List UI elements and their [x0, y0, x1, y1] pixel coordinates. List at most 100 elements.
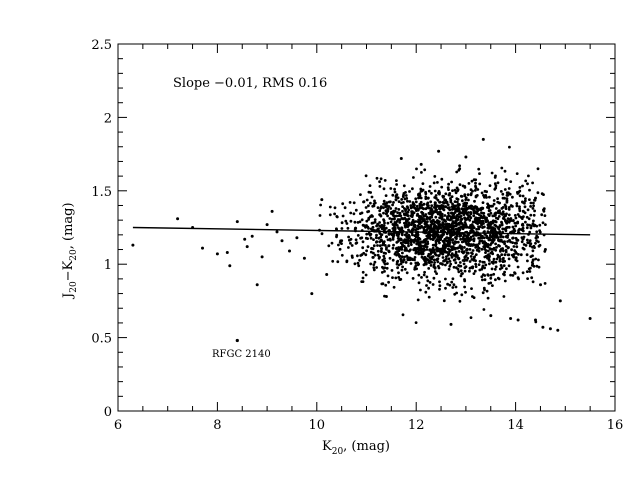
data-point — [419, 288, 422, 292]
data-point — [404, 246, 408, 250]
data-point — [524, 179, 528, 183]
data-point — [427, 267, 431, 270]
data-point — [418, 206, 421, 210]
data-point — [375, 176, 379, 180]
data-point — [431, 237, 435, 241]
data-point — [458, 299, 462, 303]
axis-ticks — [117, 43, 616, 412]
x-axis-title-main: K — [322, 439, 332, 454]
data-point — [445, 236, 448, 240]
data-point — [393, 187, 396, 191]
data-point — [422, 207, 425, 211]
data-point — [529, 255, 533, 258]
data-point — [420, 255, 424, 259]
data-point — [498, 230, 502, 233]
data-point — [453, 200, 457, 204]
data-point — [474, 244, 478, 248]
data-points — [131, 137, 592, 343]
data-point — [328, 205, 332, 209]
data-point — [416, 212, 419, 216]
data-point — [507, 264, 511, 268]
data-point — [489, 243, 492, 247]
data-point — [369, 262, 373, 266]
data-point — [516, 190, 519, 194]
y-axis-title-k: −K — [61, 260, 76, 281]
data-point — [379, 177, 383, 181]
data-point — [426, 279, 430, 283]
data-point — [376, 206, 380, 210]
data-point — [432, 234, 436, 238]
data-point — [459, 217, 463, 221]
data-point — [454, 204, 458, 208]
data-point — [506, 240, 509, 243]
data-point — [431, 283, 435, 286]
data-point — [369, 227, 373, 231]
data-point — [477, 242, 481, 245]
data-point — [349, 241, 352, 245]
data-point — [449, 262, 453, 266]
data-point — [401, 195, 405, 199]
data-point — [270, 209, 274, 213]
data-point — [399, 277, 403, 281]
data-point — [534, 318, 537, 322]
data-point — [235, 220, 239, 224]
data-point — [458, 244, 462, 248]
data-point — [369, 215, 372, 219]
data-point — [423, 255, 427, 259]
data-point — [443, 238, 447, 242]
data-point — [446, 206, 450, 210]
data-point — [354, 208, 358, 212]
data-point — [429, 253, 432, 256]
data-point — [392, 211, 395, 215]
data-point — [473, 217, 477, 221]
data-point — [423, 240, 427, 244]
data-point — [428, 185, 432, 188]
data-point — [397, 276, 401, 279]
data-point — [377, 227, 380, 231]
data-point — [438, 280, 441, 284]
data-point — [405, 254, 409, 258]
data-point — [245, 245, 249, 249]
x-tick-label: 6 — [114, 418, 122, 433]
data-point — [486, 273, 490, 276]
data-point — [433, 220, 437, 224]
data-point — [451, 202, 454, 206]
data-point — [345, 222, 349, 225]
data-point — [440, 206, 444, 210]
data-point — [531, 280, 535, 284]
data-point — [401, 265, 404, 269]
data-point — [451, 238, 455, 242]
data-point — [507, 206, 511, 209]
data-point — [440, 185, 444, 189]
data-point — [425, 248, 429, 251]
data-point — [395, 241, 399, 244]
data-point — [414, 235, 418, 239]
data-point — [540, 213, 544, 217]
data-point — [508, 145, 511, 149]
data-point — [484, 251, 487, 255]
data-point — [469, 188, 473, 192]
data-point — [423, 244, 427, 247]
data-point — [489, 314, 493, 318]
data-point — [348, 201, 352, 204]
data-point — [477, 227, 481, 231]
data-point — [389, 220, 393, 224]
data-point — [498, 210, 501, 214]
data-point — [383, 221, 386, 225]
data-point — [421, 212, 425, 216]
data-point — [335, 233, 339, 237]
data-point — [446, 282, 449, 286]
data-point — [433, 203, 437, 207]
data-point — [487, 253, 490, 257]
data-point — [451, 189, 454, 193]
data-point — [467, 214, 470, 218]
data-point — [521, 237, 525, 241]
data-point — [389, 238, 392, 242]
data-point — [454, 285, 458, 289]
data-point — [466, 217, 470, 221]
data-point — [474, 265, 478, 268]
data-point — [452, 283, 456, 287]
data-point — [452, 242, 456, 246]
data-point — [473, 199, 476, 203]
data-point — [501, 235, 505, 239]
